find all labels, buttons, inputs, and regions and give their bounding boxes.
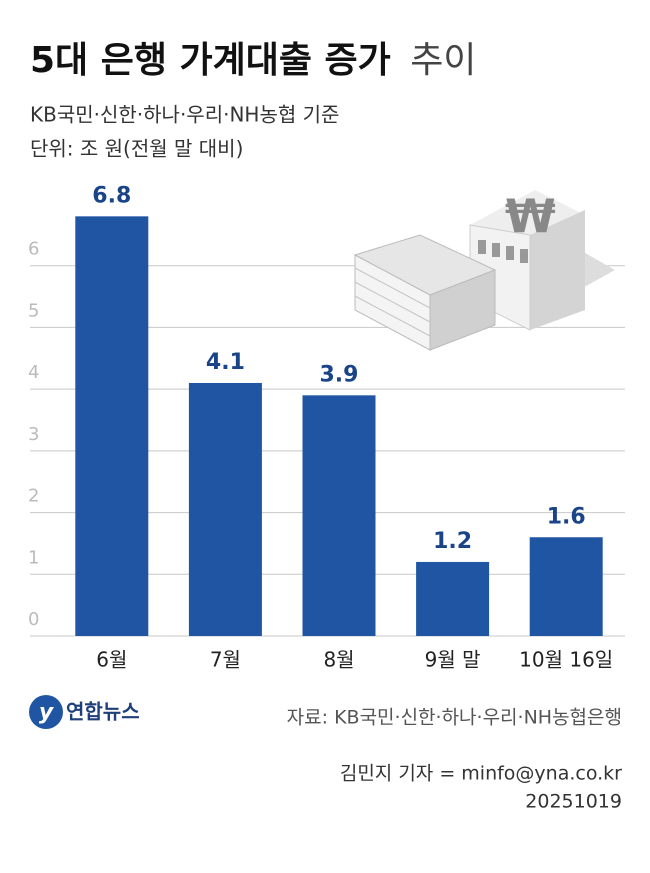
y-tick-label: 6 (28, 239, 39, 260)
y-tick-label: 5 (28, 300, 39, 321)
won-sign: ₩ (505, 190, 556, 244)
value-label: 4.1 (206, 350, 245, 375)
logo: y 연합뉴스 (29, 695, 140, 729)
y-tick-label: 0 (28, 609, 39, 630)
bar (75, 216, 149, 637)
bar (302, 395, 376, 636)
chart-title: 5대 은행 가계대출 증가 추이 (30, 40, 476, 81)
x-tick-label: 7월 (210, 648, 241, 672)
logo-text: 연합뉴스 (66, 700, 140, 724)
reporter: 김민지 기자 = minfo@yna.co.kr (340, 763, 622, 785)
title-suffix: 추이 (410, 40, 476, 81)
bar (416, 561, 490, 636)
title-main: 5대 은행 가계대출 증가 (30, 40, 391, 81)
x-tick-label: 10월 16일 (519, 648, 613, 672)
x-tick-label: 8월 (323, 648, 354, 672)
source: 자료: KB국민·신한·하나·우리·NH농협은행 (287, 707, 622, 729)
svg-text:y: y (39, 700, 55, 725)
y-tick-label: 3 (28, 424, 39, 445)
y-tick-label: 2 (28, 486, 39, 507)
unit-label: 단위: 조 원(전월 말 대비) (30, 137, 243, 161)
illustration: ₩ (353, 190, 615, 351)
date: 20251019 (525, 791, 622, 813)
bar (529, 537, 603, 636)
value-label: 1.6 (547, 504, 586, 529)
x-tick-label: 9월 말 (425, 648, 481, 672)
value-label: 3.9 (320, 362, 359, 387)
x-tick-label: 6월 (96, 648, 127, 672)
value-label: 1.2 (433, 529, 472, 554)
y-tick-label: 4 (28, 362, 39, 383)
value-label: 6.8 (92, 183, 131, 208)
y-tick-label: 1 (28, 547, 39, 568)
bar (188, 382, 262, 636)
subtitle: KB국민·신한·하나·우리·NH농협 기준 (30, 103, 339, 127)
